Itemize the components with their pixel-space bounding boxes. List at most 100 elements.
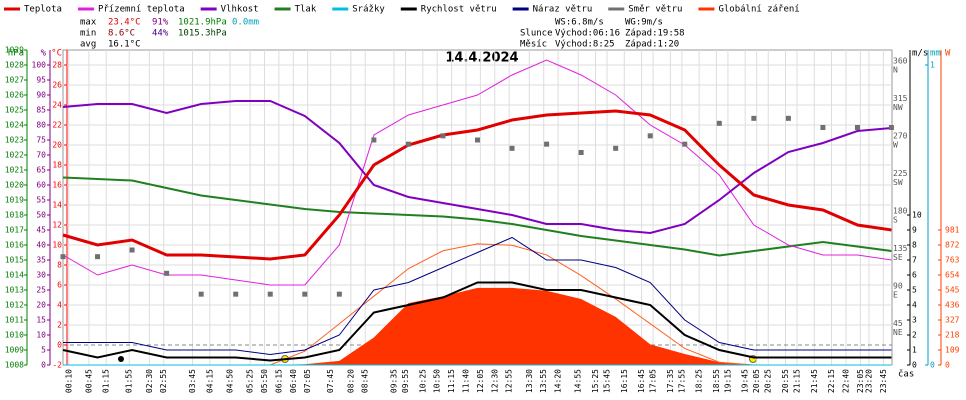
- y-tick-label: 95: [36, 76, 46, 85]
- legend-label: Globální záření: [718, 5, 799, 15]
- y-tick-label: 80: [36, 121, 46, 130]
- y-tick-label: 5: [41, 346, 46, 355]
- x-tick-label: 12:30: [490, 369, 499, 393]
- y-tick-label: 0: [930, 361, 935, 370]
- legend-label: Směr větru: [628, 5, 682, 15]
- x-tick-label: 00:10: [64, 369, 73, 393]
- y-tick-label: 16: [52, 181, 62, 190]
- series-line: [63, 236, 892, 356]
- y-tick-label: 1016: [5, 241, 24, 250]
- chart-title: 14.4.2024: [445, 51, 518, 66]
- stat-value: avg: [80, 40, 96, 50]
- x-tick-label: 17:55: [677, 369, 686, 393]
- x-tick-label: 02:30: [145, 369, 154, 393]
- series-line: [62, 109, 892, 261]
- y-tick-label: 40: [36, 241, 46, 250]
- direction-point: [475, 137, 480, 143]
- y-tick-label: 1025: [5, 106, 24, 115]
- info-text: WG:9m/s: [625, 18, 663, 28]
- y-tick-label: 20: [36, 301, 46, 310]
- axis-unit: °C: [51, 49, 62, 59]
- x-axis-label: čas: [898, 369, 914, 380]
- info-text: Slunce: [520, 29, 553, 39]
- y-tick-label: 100: [32, 61, 47, 70]
- y-tick-direction: NE: [893, 328, 903, 337]
- y-tick-label: 25: [36, 286, 46, 295]
- x-tick-label: 02:55: [159, 369, 168, 393]
- legend-label: Rychlost větru: [421, 5, 497, 15]
- y-tick-direction: NW: [893, 103, 903, 112]
- x-tick-label: 00:45: [84, 369, 93, 393]
- info-text: Západ:1:20: [625, 40, 679, 50]
- y-tick-label: 10: [36, 331, 46, 340]
- y-tick-direction: W: [893, 141, 898, 150]
- y-tick-label: 109: [945, 346, 960, 355]
- y-tick-direction: SE: [893, 253, 903, 262]
- y-tick-label: 0: [41, 361, 46, 370]
- x-tick-label: 05:50: [260, 369, 269, 393]
- direction-point: [233, 291, 239, 297]
- y-tick-label: 1011: [5, 316, 24, 325]
- y-tick-label: 1027: [5, 76, 24, 85]
- y-tick-label: 18: [52, 161, 62, 170]
- legend-label: Tlak: [295, 5, 317, 15]
- direction-point: [544, 141, 550, 147]
- direction-point: [854, 125, 860, 130]
- y-tick-label: 26: [52, 81, 62, 90]
- y-tick-label: 1026: [5, 91, 24, 100]
- direction-point: [95, 254, 101, 260]
- x-tick-label: 23:45: [879, 369, 888, 393]
- x-tick-label: 13:30: [525, 369, 534, 393]
- x-tick-label: 06:15: [274, 369, 283, 393]
- y-tick-label: 1018: [5, 211, 24, 220]
- y-tick-label: 90: [893, 282, 903, 291]
- x-tick-label: 22:15: [827, 369, 836, 393]
- y-tick-label: 28: [52, 61, 62, 70]
- x-tick-label: 17:35: [666, 369, 675, 393]
- y-tick-label: 1013: [5, 286, 24, 295]
- y-tick-label: 85: [36, 106, 46, 115]
- legend-label: Vlhkost: [221, 5, 259, 15]
- x-tick-label: 05:25: [246, 369, 255, 393]
- y-tick-label: 65: [36, 166, 46, 175]
- x-tick-label: 21:15: [793, 369, 802, 393]
- direction-point: [302, 291, 308, 297]
- y-tick-label: 10: [912, 211, 922, 220]
- x-tick-label: 09:55: [401, 369, 410, 393]
- direction-point: [129, 247, 135, 253]
- x-tick-label: 04:15: [205, 369, 214, 393]
- y-tick-label: 7: [912, 256, 917, 265]
- y-tick-label: 30: [36, 271, 46, 280]
- y-tick-label: 1029: [5, 46, 24, 55]
- stat-value: 23.4°C: [108, 18, 141, 28]
- y-tick-label: 3: [912, 316, 917, 325]
- y-tick-label: 6: [912, 271, 917, 280]
- direction-point: [60, 254, 66, 260]
- info-text: Měsíc: [520, 40, 547, 50]
- y-tick-label: 1009: [5, 346, 24, 355]
- direction-point: [440, 133, 446, 139]
- direction-point: [578, 150, 584, 155]
- stat-value: max: [80, 18, 97, 28]
- x-tick-label: 07:45: [326, 369, 335, 393]
- y-tick-label: 1019: [5, 196, 24, 205]
- axis-unit: %: [41, 49, 47, 59]
- y-tick-direction: N: [893, 66, 898, 75]
- x-tick-label: 20:55: [781, 369, 790, 393]
- y-tick-label: 135: [893, 244, 908, 253]
- x-tick-label: 10:50: [433, 369, 442, 393]
- y-tick-label: 218: [945, 331, 960, 340]
- y-tick-label: 8: [57, 261, 62, 270]
- stat-value: min: [80, 29, 96, 39]
- x-tick-label: 16:45: [637, 369, 646, 393]
- info-text: Východ:8:25: [555, 40, 615, 50]
- direction-point: [647, 133, 653, 139]
- x-tick-label: 20:25: [764, 369, 773, 393]
- x-tick-label: 15:45: [603, 369, 612, 393]
- series-line: [62, 100, 892, 235]
- x-tick-label: 13:55: [539, 369, 548, 393]
- y-tick-label: 50: [36, 211, 46, 220]
- y-tick-label: 9: [912, 226, 917, 235]
- axis-unit: m/s: [912, 49, 928, 59]
- x-tick-label: 09:35: [390, 369, 399, 393]
